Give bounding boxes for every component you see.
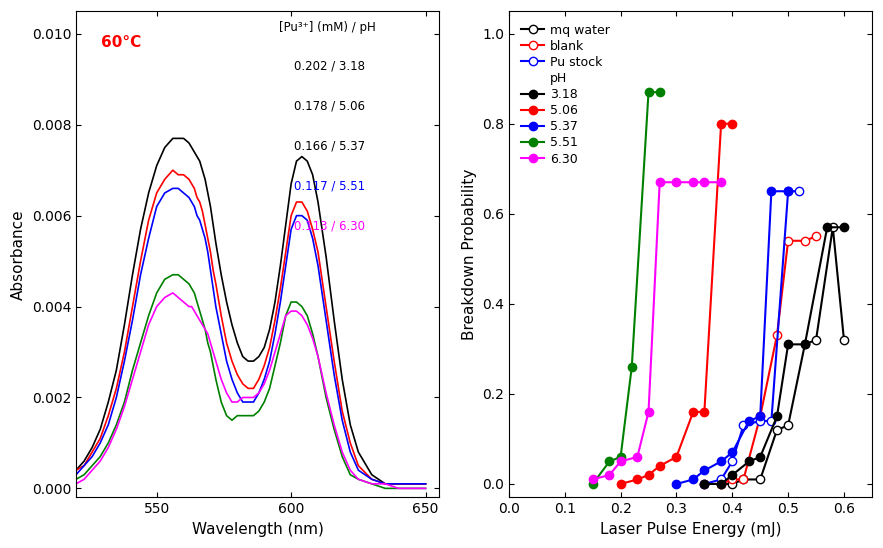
X-axis label: Laser Pulse Energy (mJ): Laser Pulse Energy (mJ) [600,522,781,537]
Text: 0.113 / 6.30: 0.113 / 6.30 [294,219,365,232]
X-axis label: Wavelength (nm): Wavelength (nm) [192,522,323,537]
Text: 0.202 / 3.18: 0.202 / 3.18 [294,60,365,73]
Legend: mq water, blank, Pu stock, pH, 3.18, 5.06, 5.37, 5.51, 6.30: mq water, blank, Pu stock, pH, 3.18, 5.0… [515,18,616,172]
Text: 0.166 / 5.37: 0.166 / 5.37 [294,140,365,152]
Text: 0.117 / 5.51: 0.117 / 5.51 [294,179,365,192]
Y-axis label: Breakdown Probability: Breakdown Probability [462,169,477,340]
Y-axis label: Absorbance: Absorbance [11,209,26,300]
Text: 0.178 / 5.06: 0.178 / 5.06 [294,100,365,113]
Text: 60°C: 60°C [102,36,141,50]
Text: [Pu³⁺] (mM) / pH: [Pu³⁺] (mM) / pH [279,21,376,34]
